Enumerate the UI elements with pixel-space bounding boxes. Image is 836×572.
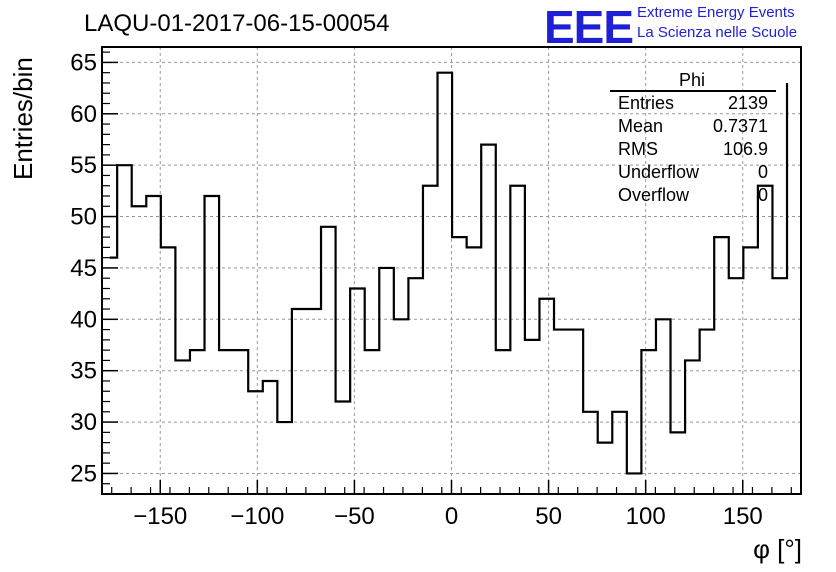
y-axis-label: Entries/bin bbox=[8, 57, 38, 180]
y-tick-label: 35 bbox=[70, 358, 97, 385]
stats-label: Entries bbox=[618, 93, 675, 113]
stats-row: RMS 106.9 bbox=[608, 138, 776, 161]
x-tick-label: −150 bbox=[133, 503, 187, 530]
x-tick-label: −100 bbox=[230, 503, 284, 530]
y-tick-label: 55 bbox=[70, 152, 97, 179]
x-axis-label: φ [°] bbox=[753, 534, 802, 564]
stats-label: RMS bbox=[618, 139, 658, 159]
y-tick-label: 50 bbox=[70, 204, 97, 231]
x-tick-label: −50 bbox=[334, 503, 375, 530]
stats-row: Entries 2139 bbox=[608, 92, 776, 115]
stats-value: 106.9 bbox=[722, 139, 768, 159]
y-tick-label: 30 bbox=[70, 409, 97, 436]
x-tick-label: 0 bbox=[445, 503, 458, 530]
logo-line-2: La Scienza nelle Scuole bbox=[637, 24, 798, 41]
histogram-outline bbox=[109, 71, 789, 475]
logo-line-1: Extreme Energy Events bbox=[637, 4, 795, 21]
stats-label: Overflow bbox=[618, 185, 690, 205]
y-tick-label: 65 bbox=[70, 49, 97, 76]
stats-histogram-name: Phi bbox=[678, 70, 705, 90]
y-tick-label: 45 bbox=[70, 255, 97, 282]
y-tick-label: 60 bbox=[70, 101, 97, 128]
chart-title: LAQU-01-2017-06-15-00054 bbox=[84, 10, 390, 37]
stats-value: 0.7371 bbox=[712, 116, 768, 136]
stats-box: Phi Entries 2139 Mean 0.7371 RMS 106.9 U… bbox=[608, 70, 776, 207]
stats-label: Mean bbox=[618, 116, 664, 136]
axis-ticks bbox=[102, 51, 792, 494]
stats-label: Underflow bbox=[618, 162, 700, 182]
stats-row: Mean 0.7371 bbox=[608, 115, 776, 138]
logo-caption: Extreme Energy Events La Scienza nelle S… bbox=[637, 3, 797, 43]
eee-logo: EEE bbox=[544, 1, 634, 53]
stats-row: Overflow 0 bbox=[608, 184, 776, 207]
stats-row: Underflow 0 bbox=[608, 161, 776, 184]
y-tick-label: 25 bbox=[70, 460, 97, 487]
stats-value: 0 bbox=[757, 162, 768, 182]
tick-labels: −150 −100 −50 0 50 100 150 25 30 35 40 45 50 55 60 65 bbox=[70, 49, 762, 530]
x-tick-label: 150 bbox=[723, 503, 763, 530]
x-tick-label: 100 bbox=[626, 503, 666, 530]
stats-value: 2139 bbox=[727, 93, 768, 113]
x-tick-label: 50 bbox=[535, 503, 562, 530]
stats-value: 0 bbox=[757, 185, 768, 205]
y-tick-label: 40 bbox=[70, 306, 97, 333]
stats-divider bbox=[610, 90, 776, 92]
